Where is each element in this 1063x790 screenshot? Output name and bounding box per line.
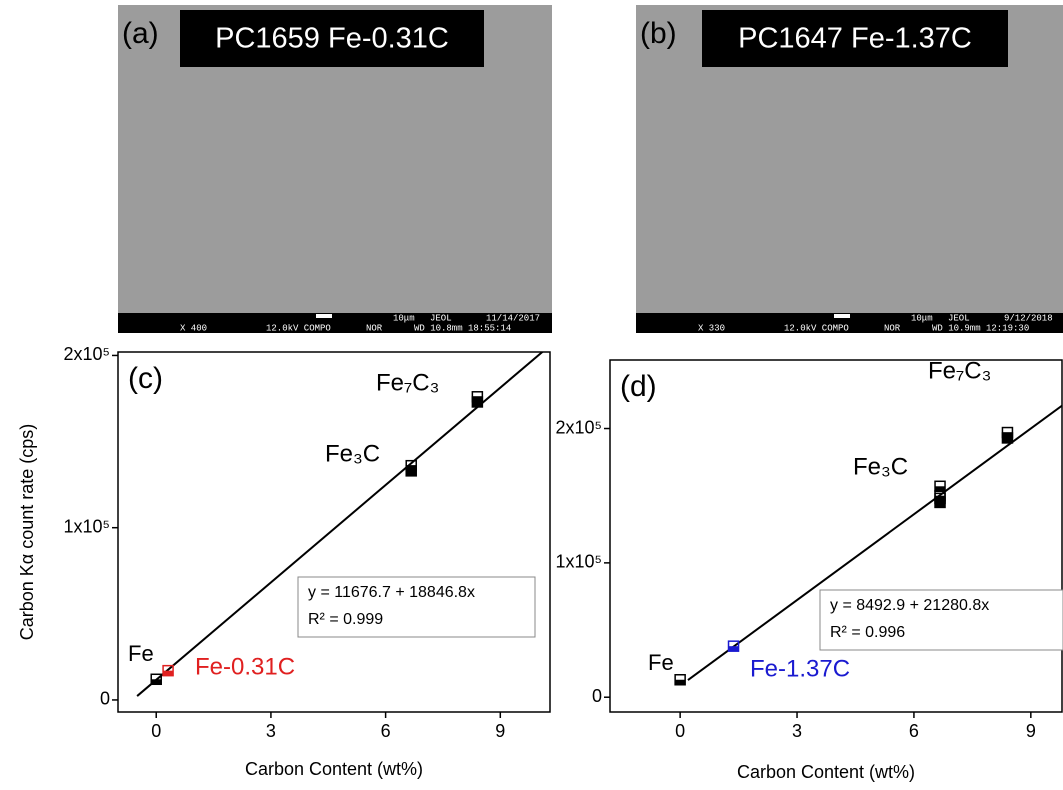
point-fill: [1002, 432, 1013, 438]
info-text: JEOL: [430, 313, 452, 323]
data-point: [727, 640, 740, 652]
image-title: PC1659 Fe-0.31C: [215, 23, 449, 55]
equation-box: [297, 576, 536, 638]
annotation: Fe₃C: [325, 440, 380, 467]
x-tick-label: 3: [792, 721, 802, 741]
info-text: WD 10.9mm 12:19:30: [932, 323, 1029, 333]
x-tick-label: 3: [266, 721, 276, 741]
y-tick-label: 0: [592, 686, 602, 706]
info-text: X 400: [180, 323, 207, 333]
data-point: [674, 674, 686, 686]
annotation: Fe: [128, 641, 154, 666]
y-tick-label: 2x10⁵: [556, 417, 603, 437]
info-text: NOR: [366, 323, 383, 333]
y-tick-label: 0: [100, 689, 110, 709]
annotation: Fe-1.37C: [750, 655, 850, 682]
panel-label: (b): [640, 17, 677, 50]
point-fill: [675, 679, 686, 685]
data-point: [934, 480, 946, 493]
fit-r2: R² = 0.999: [308, 611, 383, 628]
x-tick-label: 6: [909, 721, 919, 741]
annotation: Fe₇C₃: [376, 369, 439, 396]
image-title: PC1647 Fe-1.37C: [738, 23, 972, 55]
annotation: Fe-0.31C: [195, 653, 295, 680]
point-fill: [163, 670, 174, 676]
fit-equation: y = 11676.7 + 18846.8x: [308, 584, 475, 601]
info-text: X 330: [698, 323, 725, 333]
info-text: NOR: [884, 323, 901, 333]
scale-bar: [834, 314, 850, 318]
annotation: Fe₃C: [853, 453, 908, 480]
x-tick-label: 9: [495, 721, 505, 741]
y-tick-label: 1x10⁵: [556, 552, 603, 572]
annotation: Fe: [648, 650, 674, 675]
point-fill: [935, 498, 946, 504]
x-tick-label: 9: [1026, 721, 1036, 741]
panel-label: (a): [122, 17, 159, 50]
data-point: [934, 496, 946, 509]
fit-line: [687, 404, 1062, 681]
point-fill: [406, 470, 417, 476]
point-outline: [674, 674, 686, 686]
x-tick-label: 0: [151, 721, 161, 741]
info-text: 9/12/2018: [1004, 313, 1053, 323]
info-text: JEOL: [948, 313, 970, 323]
point-fill: [935, 502, 946, 508]
info-text: 12.0kV COMPO: [266, 323, 331, 333]
point-outline: [405, 459, 417, 472]
info-bar: [636, 313, 1063, 333]
info-text: WD 10.8mm 18:55:14: [414, 323, 511, 333]
point-fill: [406, 465, 417, 471]
panel-label: (c): [128, 362, 163, 395]
y-tick-label: 2x10⁵: [64, 344, 111, 364]
fit-equation: y = 8492.9 + 21280.8x: [830, 597, 989, 614]
point-outline: [471, 391, 484, 403]
data-point: [150, 673, 162, 686]
x-tick-label: 6: [381, 721, 391, 741]
x-axis-label: Carbon Content (wt%): [245, 759, 423, 779]
panel-label: (d): [620, 370, 657, 403]
point-outline: [1001, 432, 1014, 444]
point-fill: [472, 401, 483, 407]
annotation: Fe₇C₃: [928, 357, 991, 384]
data-point: [1001, 432, 1014, 444]
plot-frame: [117, 351, 551, 713]
plot-frame: [609, 359, 1063, 713]
x-axis-label: Carbon Content (wt%): [737, 762, 915, 782]
title-box: [702, 10, 1008, 67]
y-tick-label: 1x10⁵: [64, 516, 111, 536]
info-text: 12.0kV COMPO: [784, 323, 849, 333]
point-fill: [151, 679, 162, 685]
info-bar: [118, 313, 552, 333]
fit-r2: R² = 0.996: [830, 624, 905, 641]
point-fill: [935, 486, 946, 492]
data-point: [471, 391, 484, 403]
info-text: 10μm: [393, 313, 415, 323]
fit-line: [136, 352, 544, 697]
x-tick-label: 0: [675, 721, 685, 741]
info-text: 10μm: [911, 313, 933, 323]
y-axis-label: Carbon Kα count rate (cps): [17, 424, 37, 641]
scale-bar: [316, 314, 332, 318]
point-fill: [472, 396, 483, 402]
info-text: 11/14/2017: [486, 313, 540, 323]
point-fill: [1002, 437, 1013, 443]
title-box: [180, 10, 484, 67]
point-fill: [935, 495, 946, 501]
data-point: [162, 664, 174, 677]
point-outline: [150, 673, 162, 686]
point-outline: [727, 640, 740, 652]
point-outline: [162, 664, 174, 677]
point-outline: [934, 496, 946, 509]
point-fill: [728, 646, 739, 652]
data-point: [405, 459, 417, 472]
equation-box: [819, 589, 1063, 651]
